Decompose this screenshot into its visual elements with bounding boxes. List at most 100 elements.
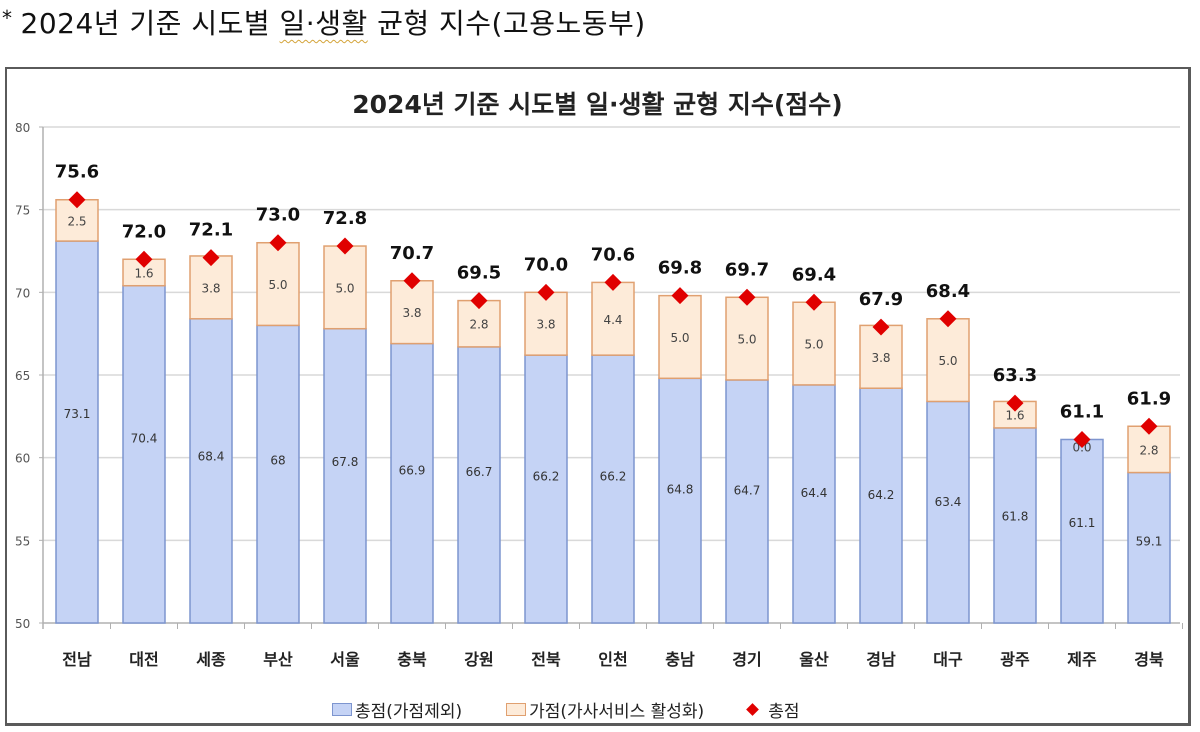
bar-base [859, 387, 903, 624]
bar-base-label: 59.1 [1136, 534, 1163, 548]
bar-base-label: 68 [270, 453, 285, 467]
total-value-label: 69.4 [792, 264, 836, 285]
legend-swatch-base-icon [332, 703, 352, 716]
bar-base [189, 318, 233, 624]
page-caption: * 2024년 기준 시도별 일·생활 균형 지수(고용노동부) [2, 2, 646, 42]
bar-bonus-label: 3.8 [402, 306, 421, 320]
total-value-label: 70.6 [591, 244, 635, 265]
y-tick-label: 55 [15, 534, 30, 548]
total-marker-diamond-icon [604, 273, 622, 291]
total-value-label: 72.0 [122, 221, 166, 242]
plot-area: 50 55 60 65 70 75 80 73.1 2.5 75.6 전남 70.4 1.6 72.0 대전… [15, 121, 1183, 669]
bar-bonus-label: 5.0 [737, 333, 756, 347]
bar-base-label: 61.8 [1002, 510, 1029, 524]
total-marker-diamond-icon [671, 287, 689, 305]
caption-text-part1: 2024년 기준 시도별 [20, 7, 280, 40]
total-marker-diamond-icon [537, 283, 555, 301]
bar-base [926, 400, 970, 624]
bar-bonus [323, 245, 367, 330]
total-marker-diamond-icon [68, 191, 86, 209]
legend-diamond-marker-icon [746, 703, 760, 716]
total-value-label: 72.8 [323, 208, 367, 229]
bar-base [457, 346, 501, 624]
bar-base [591, 354, 635, 624]
total-marker-diamond-icon [1006, 394, 1024, 412]
x-category-label: 충북 [397, 650, 427, 669]
bar-bonus [792, 301, 836, 386]
total-marker-diamond-icon [336, 237, 354, 255]
bar-bonus [1127, 425, 1171, 474]
bar-base-label: 68.4 [198, 450, 225, 464]
total-value-label: 70.7 [390, 243, 434, 264]
bar-bonus-label: 3.8 [871, 351, 890, 365]
y-tick-label: 50 [15, 617, 30, 631]
bar-bonus [189, 255, 233, 320]
total-marker-diamond-icon [738, 288, 756, 306]
bar-base [658, 377, 702, 624]
x-category-label: 서울 [330, 650, 360, 669]
bar-bonus-label: 1.6 [134, 266, 153, 280]
bar-bonus-label: 2.8 [1139, 443, 1158, 457]
total-value-label: 67.9 [859, 289, 903, 310]
bar-bonus-label: 2.5 [67, 214, 86, 228]
x-category-label: 경남 [866, 650, 896, 669]
bar-base [55, 240, 99, 624]
bar-bonus-label: 2.8 [469, 318, 488, 332]
bar-bonus-label: 1.6 [1005, 409, 1024, 423]
bar-base [390, 342, 434, 624]
total-value-label: 63.3 [993, 365, 1037, 386]
y-tick-label: 70 [15, 286, 30, 300]
legend-label-total: 총점 [768, 702, 800, 722]
legend-item-base: 총점(가점제외) [332, 697, 462, 722]
x-category-label: 전남 [62, 650, 92, 669]
bar-base [323, 327, 367, 624]
chart-legend: 총점(가점제외) 가점(가사서비스 활성화) 총점 [332, 697, 799, 722]
legend-item-total: 총점 [746, 697, 800, 722]
x-category-label: 부산 [263, 650, 293, 669]
chart-title: 2024년 기준 시도별 일·생활 균형 지수(점수) [352, 90, 843, 119]
legend-label-base: 총점(가점제외) [355, 702, 463, 722]
bar-base [725, 379, 769, 624]
bar-bonus-label: 4.4 [603, 313, 622, 327]
y-tick-label: 60 [15, 452, 30, 466]
total-marker-diamond-icon [135, 250, 153, 268]
bar-base-label: 64.2 [868, 488, 895, 502]
x-category-label: 광주 [1000, 650, 1030, 669]
x-category-label: 세종 [196, 650, 226, 669]
bar-base [1060, 438, 1104, 624]
total-value-label: 68.4 [926, 281, 970, 302]
x-category-label: 강원 [464, 650, 493, 669]
total-marker-diamond-icon [939, 310, 957, 328]
bar-base-label: 70.4 [131, 431, 158, 445]
legend-swatch-bonus-icon [506, 703, 527, 716]
bar-bonus [725, 296, 769, 381]
total-marker-diamond-icon [403, 272, 421, 290]
bar-base-label: 64.8 [667, 482, 694, 496]
total-marker-diamond-icon [805, 293, 823, 311]
y-tick-label: 65 [15, 369, 30, 383]
bar-base-label: 64.4 [801, 486, 828, 500]
bar-bonus [591, 281, 635, 356]
x-category-label: 제주 [1067, 650, 1097, 669]
legend-label-bonus: 가점(가사서비스 활성화) [529, 702, 705, 722]
total-value-label: 69.7 [725, 259, 769, 280]
x-category-label: 울산 [799, 650, 829, 669]
bar-bonus [256, 241, 300, 327]
bar-base-label: 63.4 [935, 495, 962, 509]
bar-base-label: 66.2 [533, 470, 560, 484]
bar-base-label: 66.7 [466, 465, 493, 479]
bar-base-label: 67.8 [332, 455, 359, 469]
bar-bonus-label: 5.0 [335, 281, 354, 295]
bar-base [993, 427, 1037, 624]
bar-base [524, 354, 568, 624]
total-value-label: 69.8 [658, 258, 702, 279]
bar-base-label: 73.1 [64, 407, 91, 421]
total-value-label: 72.1 [189, 220, 233, 241]
y-tick-label: 75 [15, 204, 30, 218]
bar-bonus-label: 5.0 [938, 354, 957, 368]
bar-base [122, 284, 166, 624]
bar-base-label: 61.1 [1069, 516, 1096, 530]
bar-base-label: 64.7 [734, 483, 761, 497]
bar-bonus-label: 3.8 [536, 318, 555, 332]
x-category-label: 대구 [933, 650, 963, 669]
